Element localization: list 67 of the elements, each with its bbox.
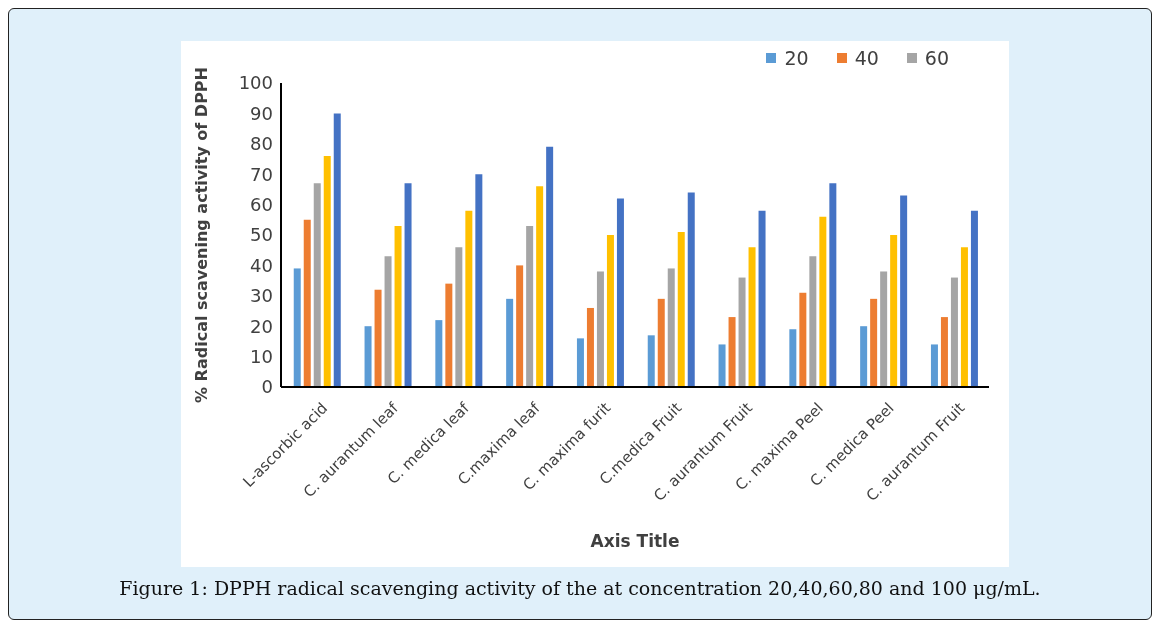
bar [677, 231, 685, 387]
bar [687, 192, 695, 387]
y-axis-title: % Radical scavening activity of DPPH [191, 67, 211, 403]
bar [880, 271, 888, 387]
bar [758, 210, 766, 387]
bar [596, 271, 604, 387]
bar [374, 289, 382, 387]
bar [384, 256, 392, 387]
bar [364, 326, 372, 387]
bar [829, 183, 837, 387]
bar [940, 317, 948, 387]
bar [728, 317, 736, 387]
bar [313, 183, 321, 387]
bar [576, 338, 584, 387]
y-tick-label: 0 [261, 376, 273, 398]
y-tick-label: 30 [250, 285, 273, 307]
y-tick-label: 20 [250, 315, 273, 337]
bar [930, 344, 938, 387]
y-tick-label: 10 [250, 345, 273, 367]
bar [394, 225, 402, 387]
bar [738, 277, 746, 387]
bar [455, 247, 463, 387]
x-axis-title: Axis Title [590, 531, 680, 551]
bar [748, 247, 756, 387]
bar [890, 235, 898, 387]
bar [647, 335, 655, 387]
bar [950, 277, 958, 387]
bar [900, 195, 908, 387]
caption: Figure 1: DPPH radical scavenging activity of the at concentration 20,40,60,80 and 100 μg/mL. [118, 577, 1042, 599]
legend-label: 40 [853, 47, 879, 69]
y-tick-label: 80 [250, 133, 273, 155]
bar [819, 216, 827, 387]
y-tick-label: 50 [250, 224, 273, 246]
bar [445, 283, 453, 387]
bar [809, 256, 817, 387]
bar [475, 174, 483, 387]
bar [323, 155, 331, 387]
bar [435, 320, 443, 387]
bar [586, 307, 594, 387]
bar [789, 329, 797, 387]
bar [293, 268, 301, 387]
bar [616, 198, 624, 387]
y-tick-label: 70 [250, 163, 273, 185]
bar [960, 247, 968, 387]
y-tick-label: 40 [250, 254, 273, 276]
bar [718, 344, 726, 387]
bar [404, 183, 412, 387]
bar [506, 298, 514, 387]
y-tick-label: 90 [250, 102, 273, 124]
bar [303, 219, 311, 387]
bar [333, 113, 341, 387]
bar [799, 292, 807, 387]
y-tick-label: 60 [250, 193, 273, 215]
bar [970, 210, 978, 387]
bar [860, 326, 868, 387]
bar [465, 210, 473, 387]
bar [870, 298, 878, 387]
bar [526, 225, 534, 387]
bar [606, 235, 614, 387]
bar [536, 186, 544, 387]
legend-label: 20 [783, 47, 809, 69]
y-tick-label: 100 [238, 72, 273, 94]
legend-label: 60 [923, 47, 949, 69]
bar [657, 298, 665, 387]
bar [546, 146, 554, 387]
bar [667, 268, 675, 387]
bar [516, 265, 524, 387]
